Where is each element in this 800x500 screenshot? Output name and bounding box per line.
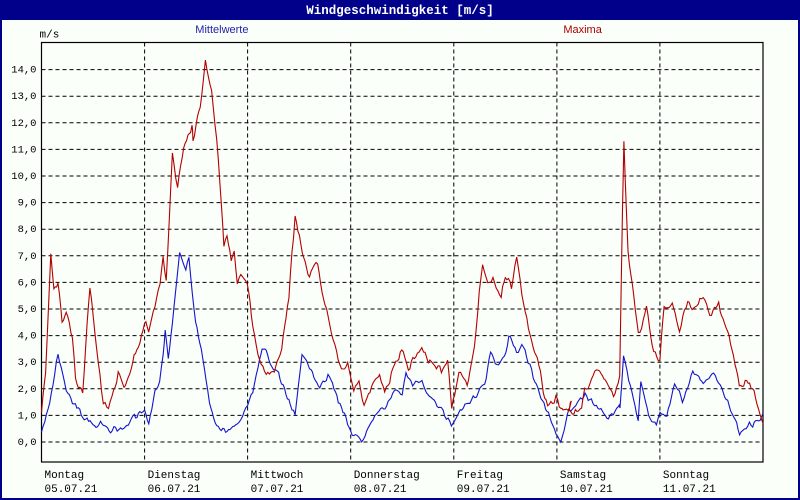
svg-text:Mittwoch: Mittwoch	[251, 470, 304, 482]
svg-text:09.07.21: 09.07.21	[457, 484, 510, 496]
svg-text:9,0: 9,0	[18, 198, 37, 210]
svg-text:1,0: 1,0	[18, 410, 37, 422]
svg-text:m/s: m/s	[40, 30, 60, 42]
svg-text:2,0: 2,0	[18, 384, 37, 396]
svg-text:14,0: 14,0	[11, 65, 36, 77]
svg-text:8,0: 8,0	[18, 224, 37, 236]
svg-text:3,0: 3,0	[18, 357, 37, 369]
svg-text:Sonntag: Sonntag	[663, 470, 709, 482]
svg-text:07.07.21: 07.07.21	[251, 484, 304, 496]
svg-text:13,0: 13,0	[11, 91, 36, 103]
svg-text:05.07.21: 05.07.21	[45, 484, 98, 496]
svg-text:11,0: 11,0	[11, 144, 36, 156]
svg-text:4,0: 4,0	[18, 331, 37, 343]
svg-text:Dienstag: Dienstag	[148, 470, 201, 482]
svg-text:12,0: 12,0	[11, 118, 36, 130]
svg-text:06.07.21: 06.07.21	[148, 484, 201, 496]
svg-text:10,0: 10,0	[11, 171, 36, 183]
svg-text:10.07.21: 10.07.21	[560, 484, 613, 496]
svg-text:6,0: 6,0	[18, 277, 37, 289]
svg-text:Freitag: Freitag	[457, 470, 503, 482]
svg-text:08.07.21: 08.07.21	[354, 484, 407, 496]
svg-text:7,0: 7,0	[18, 251, 37, 263]
svg-text:Donnerstag: Donnerstag	[354, 470, 420, 482]
svg-text:0,0: 0,0	[18, 437, 37, 449]
svg-text:5,0: 5,0	[18, 304, 37, 316]
svg-text:Samstag: Samstag	[560, 470, 606, 482]
svg-text:Montag: Montag	[45, 470, 85, 482]
svg-text:11.07.21: 11.07.21	[663, 484, 716, 496]
